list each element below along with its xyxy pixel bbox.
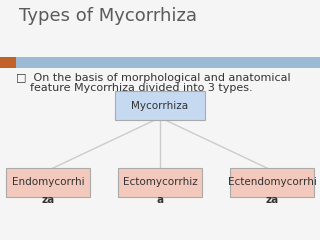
Text: Ectomycorrhiz: Ectomycorrhiz	[123, 177, 197, 187]
Text: za: za	[41, 195, 55, 205]
FancyBboxPatch shape	[118, 168, 202, 197]
Text: a: a	[156, 195, 164, 205]
Text: za: za	[265, 195, 279, 205]
Text: Ectendomycorrhi: Ectendomycorrhi	[228, 177, 316, 187]
FancyBboxPatch shape	[16, 57, 320, 68]
Text: Types of Mycorrhiza: Types of Mycorrhiza	[19, 7, 197, 25]
Text: □  On the basis of morphological and anatomical: □ On the basis of morphological and anat…	[16, 73, 291, 83]
Text: Endomycorrhi: Endomycorrhi	[12, 177, 84, 187]
FancyBboxPatch shape	[115, 91, 205, 120]
Text: feature Mycorrhiza divided into 3 types.: feature Mycorrhiza divided into 3 types.	[16, 83, 252, 93]
FancyBboxPatch shape	[0, 57, 16, 68]
FancyBboxPatch shape	[6, 168, 90, 197]
FancyBboxPatch shape	[230, 168, 314, 197]
Text: Mycorrhiza: Mycorrhiza	[132, 101, 188, 111]
